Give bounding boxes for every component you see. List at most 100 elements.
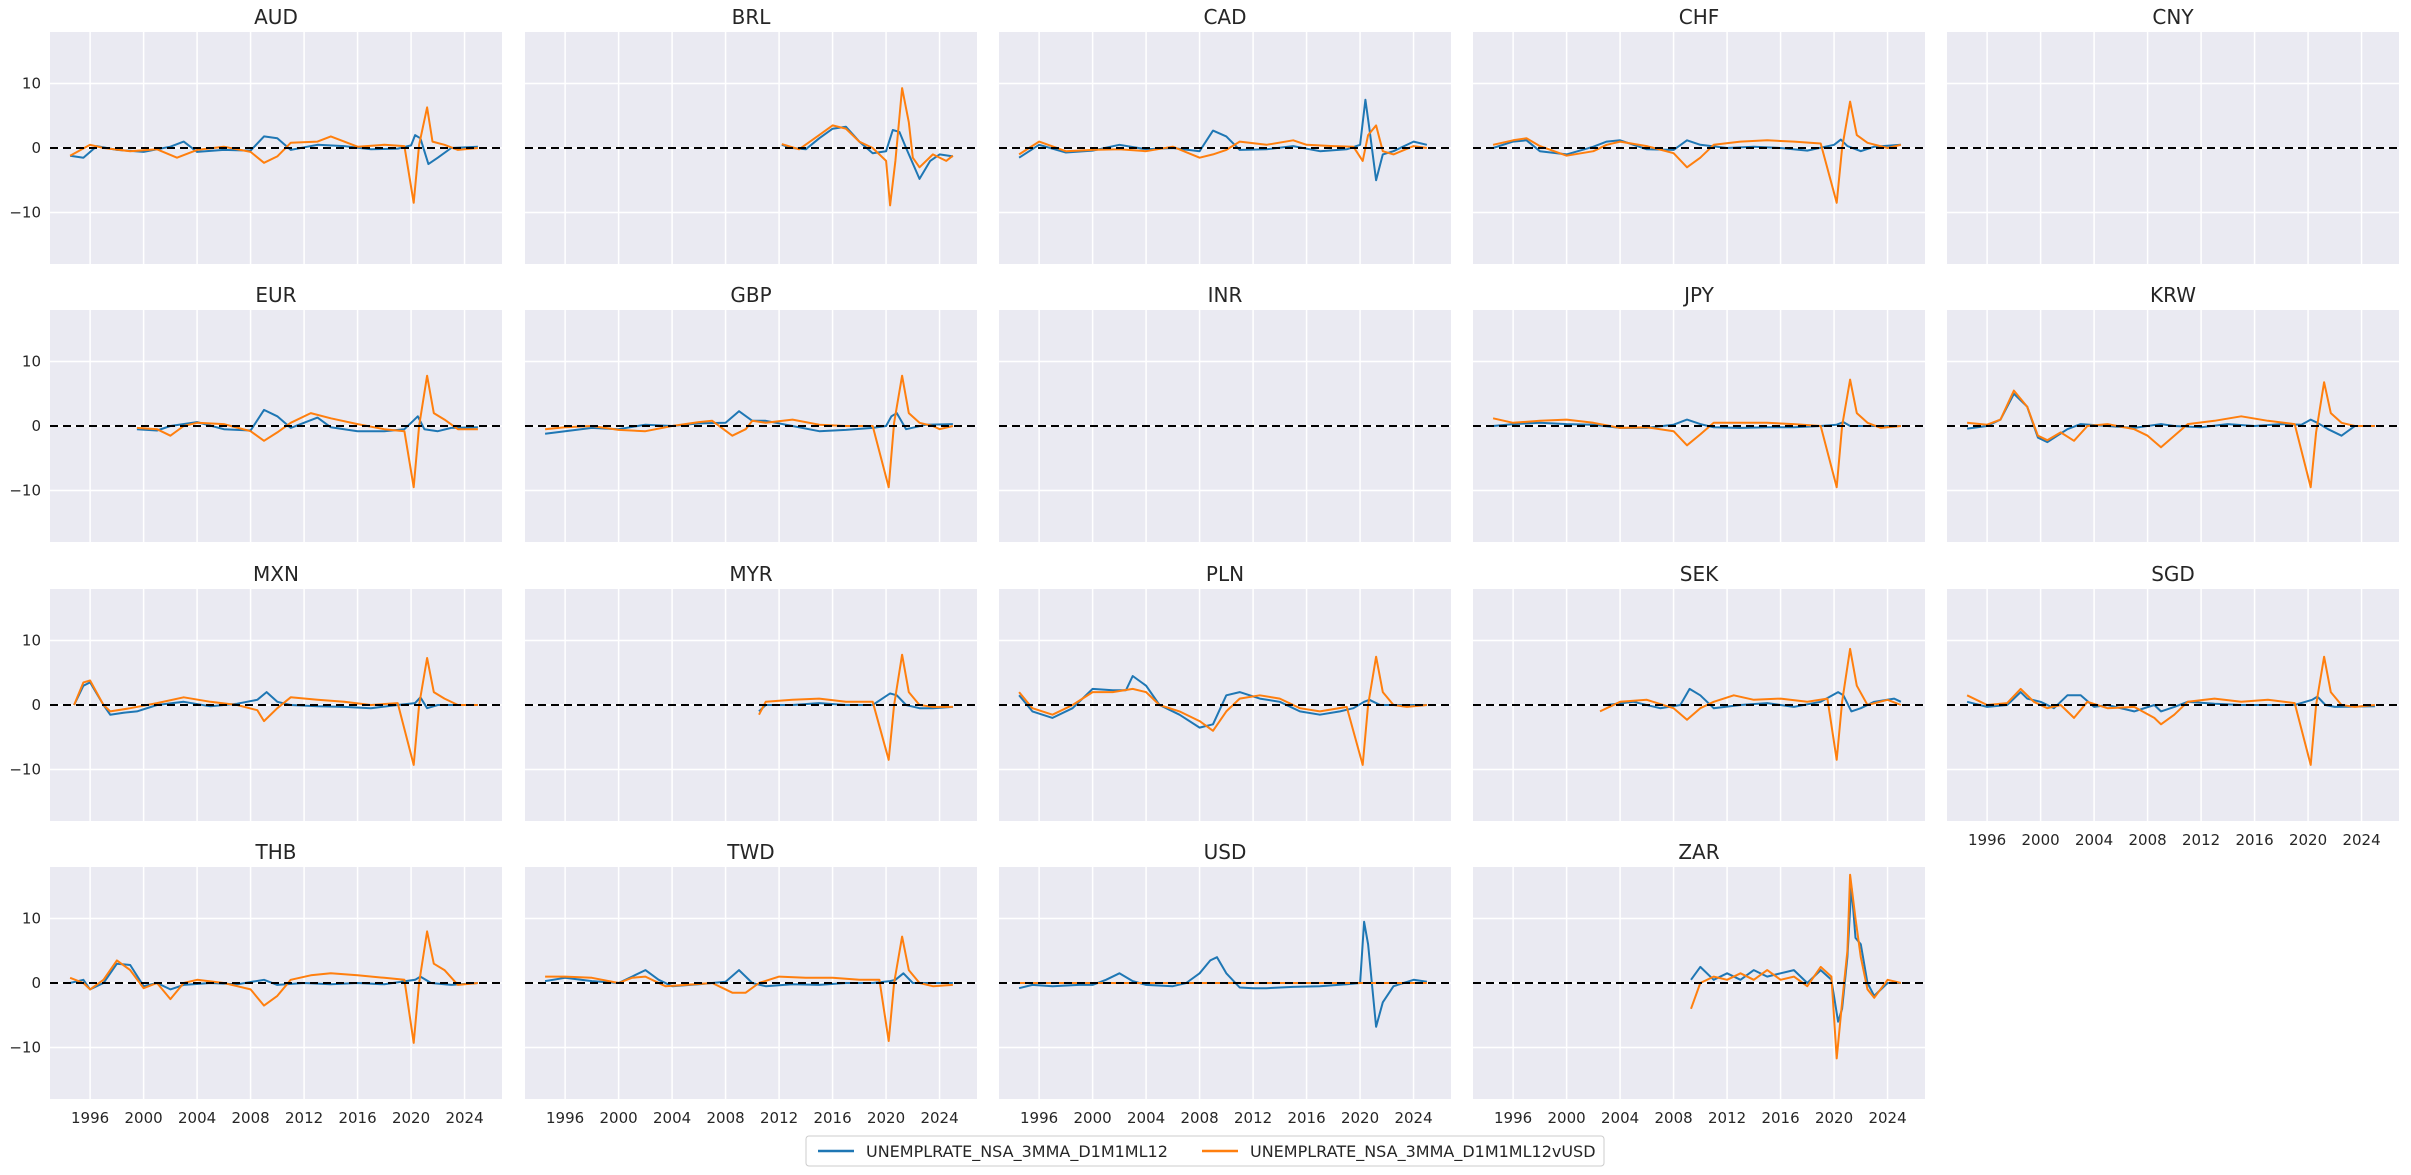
panel-sgd: SGD 1996 2000 2004 2008 2012 2016 2020 2024 bbox=[1947, 562, 2399, 849]
x-tick-label: 2004 bbox=[2075, 831, 2113, 849]
y-tick-label: −10 bbox=[9, 1038, 41, 1056]
series-line-base bbox=[781, 125, 954, 180]
series-line-base bbox=[1492, 138, 1901, 156]
y-tick-label: 0 bbox=[31, 139, 41, 157]
x-tick-label: 2004 bbox=[1601, 1109, 1639, 1127]
x-tick-label: 2016 bbox=[338, 1109, 376, 1127]
panel-title: KRW bbox=[2150, 283, 2196, 307]
y-tick-label: 10 bbox=[22, 353, 41, 371]
panel-cny: CNY bbox=[1947, 5, 2399, 264]
series-line-vusd bbox=[1599, 647, 1902, 761]
x-tick-label: 2024 bbox=[2342, 831, 2380, 849]
panel-inr: INR bbox=[999, 283, 1451, 542]
x-tick-label: 2000 bbox=[1074, 1109, 1112, 1127]
x-tick-label: 2024 bbox=[920, 1109, 958, 1127]
panel-title: USD bbox=[1204, 840, 1247, 864]
panel-brl: BRL bbox=[525, 5, 977, 264]
x-tick-label: 2024 bbox=[1868, 1109, 1906, 1127]
y-tick-label: 0 bbox=[31, 417, 41, 435]
x-tick-label: 2008 bbox=[2128, 831, 2166, 849]
series-line-vusd bbox=[781, 87, 954, 207]
x-tick-label: 2012 bbox=[1708, 1109, 1746, 1127]
x-tick-label: 2000 bbox=[1548, 1109, 1586, 1127]
x-tick-label: 2008 bbox=[231, 1109, 269, 1127]
x-tick-label: 2024 bbox=[1394, 1109, 1432, 1127]
y-tick-label: −10 bbox=[9, 481, 41, 499]
y-tick-label: 10 bbox=[22, 910, 41, 928]
x-tick-label: 2020 bbox=[867, 1109, 905, 1127]
panel-zar: ZAR 1996 2000 2004 2008 2012 2016 2020 2024 bbox=[1473, 840, 1925, 1127]
panel-title: CHF bbox=[1679, 5, 1720, 29]
series-line-vusd bbox=[1690, 873, 1902, 1060]
x-tick-label: 2000 bbox=[125, 1109, 163, 1127]
panel-title: CAD bbox=[1203, 5, 1246, 29]
x-tick-label: 2016 bbox=[1287, 1109, 1325, 1127]
panel-title: GBP bbox=[730, 283, 771, 307]
panel-title: ZAR bbox=[1678, 840, 1719, 864]
x-tick-label: 1996 bbox=[1020, 1109, 1058, 1127]
legend-label: UNEMPLRATE_NSA_3MMA_D1M1ML12vUSD bbox=[1250, 1142, 1596, 1162]
x-tick-label: 1996 bbox=[1968, 831, 2006, 849]
x-tick-label: 1996 bbox=[1494, 1109, 1532, 1127]
y-tick-label: 10 bbox=[22, 75, 41, 93]
series-line-base bbox=[1018, 98, 1428, 182]
panel-twd: TWD 1996 2000 2004 2008 2012 2016 2020 2024 bbox=[525, 840, 977, 1127]
series-line-base bbox=[1018, 920, 1428, 1028]
x-tick-label: 2016 bbox=[1761, 1109, 1799, 1127]
panel-title: BRL bbox=[732, 5, 772, 29]
panel-title: AUD bbox=[254, 5, 298, 29]
panel-title: PLN bbox=[1206, 562, 1244, 586]
panel-title: SEK bbox=[1680, 562, 1719, 586]
series-line-base bbox=[1018, 675, 1427, 729]
x-tick-label: 2024 bbox=[445, 1109, 483, 1127]
panel-title: EUR bbox=[255, 283, 296, 307]
panel-thb: THB 10 0 −10 1996 2000 2004 2008 2012 2016 2020 202… bbox=[9, 840, 502, 1127]
series-line-vusd bbox=[69, 930, 478, 1044]
y-tick-label: 10 bbox=[22, 632, 41, 650]
panel-myr: MYR bbox=[525, 562, 977, 821]
series-line-base bbox=[69, 962, 478, 991]
x-tick-label: 2008 bbox=[1654, 1109, 1692, 1127]
x-tick-label: 2004 bbox=[178, 1109, 216, 1127]
panel-cad: CAD bbox=[999, 5, 1451, 264]
y-tick-label: −10 bbox=[9, 203, 41, 221]
x-tick-label: 2012 bbox=[1234, 1109, 1272, 1127]
panel-jpy: JPY bbox=[1473, 283, 1925, 542]
y-tick-label: 0 bbox=[31, 974, 41, 992]
panel-sek: SEK bbox=[1473, 562, 1925, 821]
panel-title: MXN bbox=[253, 562, 299, 586]
series-line-vusd bbox=[136, 374, 478, 489]
panel-eur: EUR 10 0 −10 bbox=[9, 283, 502, 542]
legend-label: UNEMPLRATE_NSA_3MMA_D1M1ML12 bbox=[866, 1142, 1168, 1162]
y-tick-label: −10 bbox=[9, 760, 41, 778]
series-line-vusd bbox=[73, 657, 478, 766]
x-tick-label: 1996 bbox=[71, 1109, 109, 1127]
x-tick-label: 2020 bbox=[1341, 1109, 1379, 1127]
panel-gbp: GBP bbox=[525, 283, 977, 542]
series-line-vusd bbox=[545, 374, 954, 489]
panel-pln: PLN bbox=[999, 562, 1451, 821]
series-line-vusd bbox=[1018, 124, 1428, 162]
panel-title: THB bbox=[255, 840, 297, 864]
series-line-vusd bbox=[1967, 381, 2375, 489]
panel-chf: CHF bbox=[1473, 5, 1925, 264]
x-tick-label: 2020 bbox=[2289, 831, 2327, 849]
panel-title: CNY bbox=[2152, 5, 2194, 29]
x-tick-label: 2004 bbox=[653, 1109, 691, 1127]
panel-aud: AUD 10 0 −10 bbox=[9, 5, 502, 264]
panel-title: JPY bbox=[1682, 283, 1715, 307]
x-tick-label: 2008 bbox=[1180, 1109, 1218, 1127]
series-line-vusd bbox=[1966, 655, 2375, 766]
x-tick-label: 2012 bbox=[285, 1109, 323, 1127]
x-tick-label: 2004 bbox=[1127, 1109, 1165, 1127]
x-tick-label: 1996 bbox=[546, 1109, 584, 1127]
x-tick-label: 2020 bbox=[1815, 1109, 1853, 1127]
y-tick-label: 0 bbox=[31, 696, 41, 714]
series-line-vusd bbox=[1492, 378, 1901, 489]
series-line-vusd bbox=[69, 106, 478, 204]
legend: UNEMPLRATE_NSA_3MMA_D1M1ML12 UNEMPLRATE_N… bbox=[805, 1135, 1605, 1167]
series-line-base bbox=[73, 681, 478, 716]
x-tick-label: 2020 bbox=[392, 1109, 430, 1127]
panel-title: TWD bbox=[726, 840, 774, 864]
